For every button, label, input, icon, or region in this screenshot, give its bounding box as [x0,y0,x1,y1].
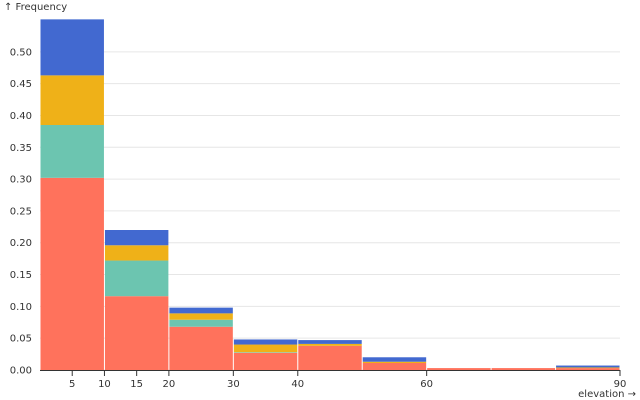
y-tick-label: 0.20 [10,238,32,249]
y-tick-label: 0.00 [10,366,32,377]
bar-segment-bin2-series1 [169,319,233,327]
bars-layer [40,19,620,370]
x-axis-title: elevation → [578,389,636,400]
y-tick-label: 0.10 [10,302,32,313]
bar-segment-bin5-series2 [362,361,427,363]
y-tick-label: 0.50 [10,47,32,58]
bar-segment-bin3-series0 [233,352,298,370]
bar-segment-bin5-series0 [362,363,427,370]
bar-segment-bin4-series2 [298,343,362,346]
axes-layer: 0.00 0.05 0.10 0.15 0.20 0.25 0.30 0.35 0.40 0.45… [10,47,627,390]
x-tick-label: 60 [420,379,433,390]
bar-segment-bin1-series0 [104,296,169,370]
bar-segment-bin1-series2 [104,245,169,261]
bar-segment-bin3-series1 [233,352,298,353]
y-tick-label: 0.35 [10,143,32,154]
y-tick-label: 0.30 [10,175,32,186]
y-tick-label: 0.25 [10,206,32,217]
bar-segment-bin2-series3 [169,307,233,314]
bar-segment-bin2-series2 [169,313,233,320]
x-tick-label: 5 [69,379,75,390]
bar-segment-bin8-series3 [556,365,620,368]
bar-segment-bin8-series2 [556,367,620,369]
bar-segment-bin2-series0 [169,326,233,370]
x-tick-label: 15 [130,379,143,390]
bar-segment-bin7-series0 [491,368,556,370]
bar-segment-bin1-series3 [104,230,169,246]
y-axis-title: ↑ Frequency [4,2,67,13]
bar-segment-bin0-series3 [40,19,104,76]
y-tick-label: 0.15 [10,270,32,281]
bar-segment-bin8-series0 [556,368,620,370]
x-tick-label: 20 [163,379,176,390]
x-tick-label: 40 [291,379,304,390]
bar-segment-bin1-series1 [104,260,169,297]
bar-segment-bin0-series2 [40,75,104,125]
bar-segment-bin0-series0 [40,177,104,370]
bar-segment-bin0-series1 [40,125,104,178]
x-tick-label: 90 [614,379,627,390]
y-tick-label: 0.05 [10,334,32,345]
y-tick-label: 0.40 [10,111,32,122]
x-tick-label: 30 [227,379,240,390]
y-tick-label: 0.45 [10,79,32,90]
x-tick-label: 10 [98,379,111,390]
bar-segment-bin5-series3 [362,357,427,362]
bar-segment-bin3-series3 [233,339,298,345]
bar-segment-bin4-series3 [298,340,362,344]
bar-segment-bin6-series0 [427,368,491,370]
bar-segment-bin4-series0 [298,345,362,370]
bar-segment-bin3-series2 [233,344,298,353]
